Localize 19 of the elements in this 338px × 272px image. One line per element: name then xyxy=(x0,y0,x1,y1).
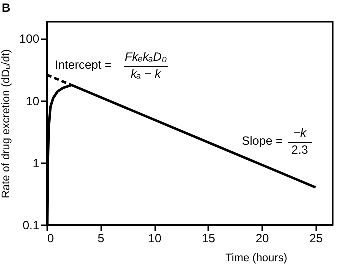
y-tick-label: 100 xyxy=(19,32,40,46)
annotation: Slope = xyxy=(242,134,284,148)
text: B xyxy=(2,1,11,15)
annotation: FkₑkₐD₀ xyxy=(124,50,168,64)
x-tick-label: 0 xyxy=(48,232,54,246)
y-tick-label: 0.1 xyxy=(22,218,40,232)
x-tick-label: 15 xyxy=(202,232,216,246)
x-tick-label: 5 xyxy=(98,232,105,246)
annotation: Intercept = xyxy=(55,58,112,72)
y-tick-label: 10 xyxy=(26,94,40,108)
y-axis-title: Rate of drug excretion (dDᵤ/dt) xyxy=(0,49,12,199)
x-axis-title: Time (hours) xyxy=(226,252,288,264)
annotation: −k xyxy=(292,126,308,140)
y-tick-label: 1 xyxy=(32,156,40,170)
annotation: kₐ − k xyxy=(124,66,168,81)
x-tick-label: 20 xyxy=(256,232,270,246)
annotation: 2.3 xyxy=(288,142,312,157)
x-tick-label: 10 xyxy=(148,232,162,246)
x-tick-label: 25 xyxy=(310,232,324,246)
